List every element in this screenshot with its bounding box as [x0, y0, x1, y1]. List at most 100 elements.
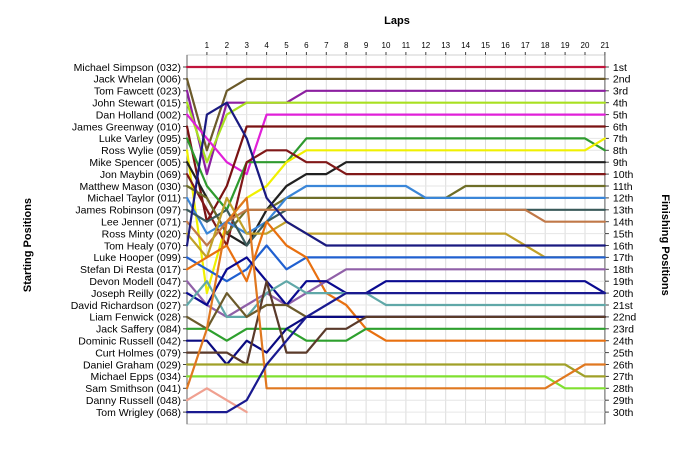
starting-position-label: Lee Jenner (071) — [101, 217, 181, 229]
starting-position-label: Jon Maybin (069) — [100, 169, 181, 181]
driver-position-line — [185, 220, 607, 342]
finishing-position-label: 7th — [613, 133, 628, 145]
starting-position-label: Luke Hooper (099) — [93, 252, 181, 264]
lap-tick-label: 21 — [600, 41, 609, 50]
lap-tick-label: 17 — [521, 41, 530, 50]
starting-position-label: Dominic Russell (042) — [78, 336, 181, 348]
lap-tick-label: 7 — [324, 41, 329, 50]
driver-position-line — [185, 137, 607, 295]
lap-tick-label: 4 — [264, 41, 269, 50]
driver-position-line — [185, 196, 607, 259]
starting-position-label: Ross Minty (020) — [102, 228, 181, 240]
chart-title: Laps — [384, 15, 410, 27]
finishing-position-label: 23rd — [613, 324, 634, 336]
lap-tick-label: 1 — [205, 41, 210, 50]
finishing-position-label: 18th — [613, 264, 634, 276]
driver-position-line — [185, 101, 607, 247]
lap-tick-label: 2 — [225, 41, 230, 50]
driver-position-line — [185, 77, 607, 152]
finishing-position-label: 16th — [613, 240, 634, 252]
finishing-position-label: 9th — [613, 157, 628, 169]
lap-tick-label: 5 — [284, 41, 289, 50]
driver-position-line — [185, 137, 607, 211]
y-axis-label-right: Finishing Positions — [659, 194, 671, 295]
finishing-position-label: 5th — [613, 109, 628, 121]
finishing-position-label: 6th — [613, 121, 628, 133]
finishing-position-label: 30th — [613, 407, 634, 419]
lap-tick-label: 13 — [441, 41, 450, 50]
starting-position-label: James Robinson (097) — [75, 205, 181, 217]
finishing-position-label: 17th — [613, 252, 634, 264]
lap-tick-label: 16 — [501, 41, 510, 50]
driver-position-line — [185, 327, 607, 342]
starting-position-label: Stefan Di Resta (017) — [80, 264, 181, 276]
starting-position-label: Curt Holmes (079) — [95, 347, 181, 359]
grid — [183, 52, 609, 425]
y-axis-label-left: Starting Positions — [22, 198, 34, 292]
lap-tick-label: 3 — [244, 41, 249, 50]
finishing-position-label: 25th — [613, 347, 634, 359]
series-lines — [185, 65, 607, 414]
finishing-position-label: 4th — [613, 98, 628, 110]
finishing-position-label: 12th — [613, 193, 634, 205]
lap-tick-label: 11 — [402, 41, 411, 50]
starting-position-label: Liam Fenwick (028) — [89, 312, 181, 324]
starting-position-label: Michael Simpson (032) — [74, 62, 181, 74]
starting-position-label: Jack Saffery (084) — [96, 324, 181, 336]
lap-tick-label: 10 — [382, 41, 391, 50]
starting-position-label: David Richardson (027) — [71, 300, 181, 312]
driver-position-line — [185, 184, 607, 235]
driver-position-line — [185, 256, 607, 307]
finishing-position-label: 20th — [613, 288, 634, 300]
position-labels: 1 2 3 4 5 6 7 8 9 10 11 12 13 14 15 16 17 18 19 20 21Michael… — [71, 41, 637, 419]
finishing-position-label: 2nd — [613, 74, 631, 86]
finishing-position-label: 28th — [613, 383, 634, 395]
starting-position-label: Dan Holland (002) — [96, 109, 181, 121]
driver-position-line — [185, 196, 607, 390]
lap-tick-label: 20 — [581, 41, 590, 50]
starting-position-label: Danny Russell (048) — [86, 395, 181, 407]
plot-area — [186, 54, 606, 425]
driver-position-line — [185, 375, 607, 390]
starting-position-label: Tom Healy (070) — [104, 240, 181, 252]
finishing-position-label: 21st — [613, 300, 633, 312]
finishing-position-label: 26th — [613, 359, 634, 371]
driver-position-line — [185, 113, 607, 176]
driver-position-line — [185, 208, 607, 247]
finishing-position-label: 13th — [613, 205, 634, 217]
lap-tick-label: 18 — [541, 41, 550, 50]
starting-position-label: Jack Whelan (006) — [93, 74, 181, 86]
driver-position-line — [185, 363, 607, 378]
finishing-position-label: 8th — [613, 145, 628, 157]
starting-position-label: John Stewart (015) — [92, 98, 181, 110]
driver-position-line — [185, 101, 607, 164]
driver-position-line — [185, 149, 607, 247]
driver-position-line — [185, 125, 607, 223]
lap-tick-label: 19 — [561, 41, 570, 50]
driver-position-line — [185, 280, 607, 318]
lap-tick-label: 6 — [304, 41, 309, 50]
finishing-position-label: 19th — [613, 276, 634, 288]
starting-position-label: Matthew Mason (030) — [79, 181, 181, 193]
finishing-position-label: 10th — [613, 169, 634, 181]
starting-position-label: Michael Taylor (011) — [87, 193, 181, 205]
starting-position-label: Daniel Graham (029) — [83, 359, 181, 371]
finishing-position-label: 24th — [613, 336, 634, 348]
starting-position-label: Devon Modell (047) — [89, 276, 181, 288]
driver-position-line — [185, 244, 607, 283]
lap-tick-label: 9 — [364, 41, 369, 50]
starting-position-label: Joseph Reilly (022) — [91, 288, 181, 300]
lap-tick-label: 15 — [481, 41, 490, 50]
starting-position-label: Mike Spencer (005) — [89, 157, 181, 169]
starting-position-label: Luke Varley (095) — [99, 133, 181, 145]
finishing-position-label: 11th — [613, 181, 633, 193]
lap-tick-label: 8 — [344, 41, 349, 50]
finishing-position-label: 15th — [613, 228, 634, 240]
starting-position-label: Tom Fawcett (023) — [94, 86, 181, 98]
starting-position-label: James Greenway (010) — [72, 121, 181, 133]
finishing-position-label: 14th — [613, 217, 634, 229]
lap-tick-label: 14 — [461, 41, 470, 50]
driver-position-line — [185, 292, 607, 414]
driver-position-line — [185, 280, 607, 366]
